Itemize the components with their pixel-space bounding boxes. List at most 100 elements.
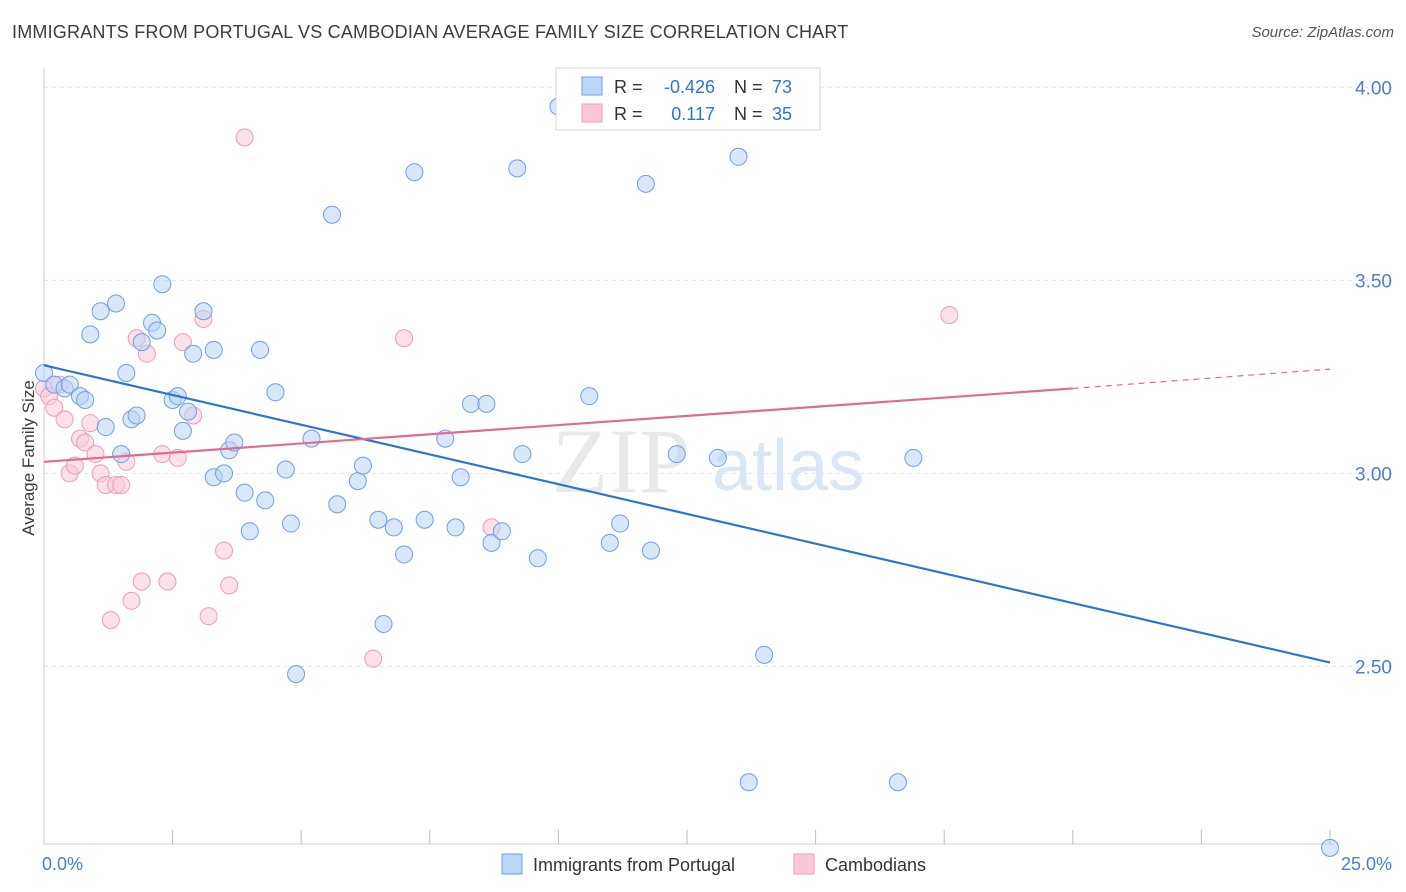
y-tick-label: 3.50	[1355, 271, 1392, 292]
portugal-point	[667, 445, 686, 464]
portugal-point	[215, 464, 234, 483]
portugal-point	[513, 445, 532, 464]
portugal-point	[384, 518, 403, 537]
stats-n-label-pink: N =	[734, 104, 763, 124]
portugal-point	[405, 163, 424, 182]
chart-title: IMMIGRANTS FROM PORTUGAL VS CAMBODIAN AV…	[12, 22, 849, 42]
cambodians-trend-line	[43, 387, 1073, 463]
series-immigrants-from-portugal	[35, 97, 1339, 857]
portugal-point	[395, 545, 414, 564]
stats-swatch-blue	[581, 76, 603, 96]
cambodians-point	[215, 541, 234, 560]
portugal-point	[611, 514, 630, 533]
cambodians-point	[55, 410, 74, 429]
portugal-point	[276, 460, 295, 479]
cambodians-point	[940, 306, 959, 325]
y-tick-label: 4.00	[1355, 78, 1392, 99]
x-tick-label-max: 25.0%	[1341, 854, 1392, 874]
cambodians-point	[220, 576, 239, 595]
portugal-point	[132, 333, 151, 352]
cambodians-point	[81, 414, 100, 433]
cambodians-point	[45, 398, 64, 417]
cambodians-point	[101, 611, 120, 630]
stats-r-label-pink: R =	[614, 104, 643, 124]
portugal-point	[888, 773, 907, 792]
portugal-point	[528, 549, 547, 568]
cambodians-point	[112, 475, 131, 494]
portugal-point	[323, 205, 342, 224]
portugal-point	[194, 302, 213, 321]
gridlines	[44, 86, 1392, 667]
portugal-point	[600, 533, 619, 552]
legend-swatch-cambodians	[793, 853, 815, 875]
portugal-point	[755, 645, 774, 664]
cambodians-point	[168, 448, 187, 467]
chart-source: Source: ZipAtlas.com	[1251, 24, 1394, 41]
portugal-point	[81, 325, 100, 344]
portugal-point	[353, 456, 372, 475]
cambodians-point	[122, 591, 141, 610]
cambodians-trend-extension	[1072, 368, 1331, 390]
x-tick-label-min: 0.0%	[42, 854, 83, 874]
stats-n-value-pink: 35	[772, 104, 792, 124]
axes	[43, 68, 1334, 845]
y-axis-tick-labels: 2.50 3.00 3.50 4.00	[1355, 78, 1392, 678]
portugal-point	[328, 495, 347, 514]
watermark: ZIP atlas	[552, 410, 864, 512]
series-legend: Immigrants from Portugal Cambodians	[501, 853, 926, 875]
portugal-point	[302, 429, 321, 448]
cambodians-point	[132, 572, 151, 591]
stats-r-label-blue: R =	[614, 77, 643, 97]
portugal-point	[739, 773, 758, 792]
portugal-point	[235, 483, 254, 502]
legend-label-cambodians: Cambodians	[825, 855, 926, 875]
stats-r-value-pink: 0.117	[671, 104, 715, 124]
portugal-point	[112, 445, 131, 464]
portugal-point	[415, 510, 434, 529]
watermark-atlas: atlas	[712, 426, 864, 506]
x-axis-ticks	[172, 830, 1331, 844]
portugal-point	[60, 375, 79, 394]
cambodians-point	[173, 333, 192, 352]
portugal-point	[240, 522, 259, 541]
portugal-point	[184, 344, 203, 363]
legend-label-portugal: Immigrants from Portugal	[533, 855, 735, 875]
portugal-point	[374, 614, 393, 633]
portugal-point	[636, 174, 655, 193]
portugal-point	[225, 433, 244, 452]
portugal-point	[35, 363, 53, 382]
portugal-point	[117, 363, 136, 382]
legend-swatch-portugal	[501, 853, 523, 875]
y-axis-label: Average Family Size	[19, 380, 38, 536]
stats-n-value-blue: 73	[772, 77, 792, 97]
cambodians-point	[199, 607, 218, 626]
portugal-point	[904, 448, 923, 467]
portugal-point	[287, 665, 306, 684]
y-tick-label: 2.50	[1355, 657, 1392, 678]
stats-swatch-pink	[581, 103, 603, 123]
stats-legend: R = -0.426 N = 73 R = 0.117 N = 35	[555, 67, 821, 131]
portugal-point	[492, 522, 511, 541]
portugal-point	[76, 391, 95, 410]
portugal-point	[251, 340, 270, 359]
portugal-point	[91, 302, 110, 321]
portugal-point	[173, 421, 192, 440]
portugal-point	[281, 514, 300, 533]
portugal-point	[153, 275, 172, 294]
portugal-point	[256, 491, 275, 510]
portugal-point	[461, 394, 480, 413]
portugal-point	[148, 321, 167, 340]
watermark-zip: ZIP	[552, 410, 690, 512]
portugal-point	[348, 472, 367, 491]
portugal-point	[179, 402, 198, 421]
portugal-point	[580, 387, 599, 406]
portugal-point	[369, 510, 388, 529]
y-tick-label: 3.00	[1355, 464, 1392, 485]
portugal-point	[641, 541, 660, 560]
stats-n-label-blue: N =	[734, 77, 763, 97]
portugal-point	[508, 159, 527, 178]
portugal-trend-line	[43, 364, 1331, 664]
cambodians-point	[235, 128, 254, 147]
portugal-point	[266, 383, 285, 402]
